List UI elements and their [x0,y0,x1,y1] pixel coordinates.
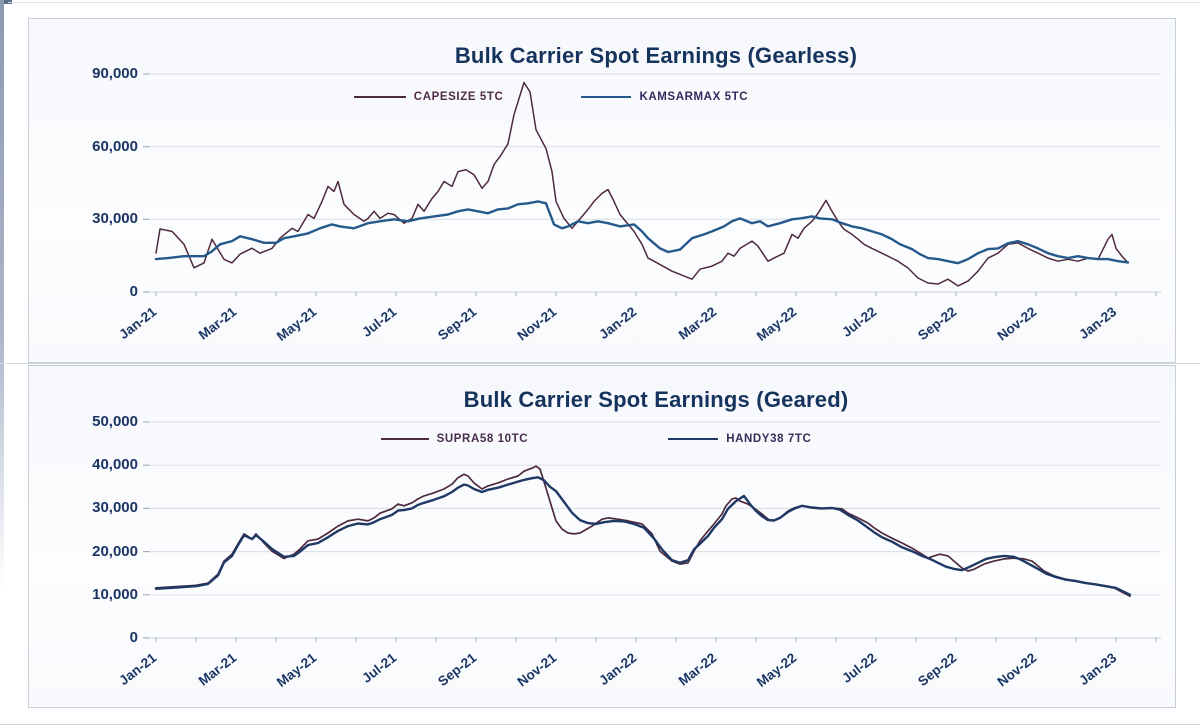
legend-item: SUPRA58 10TC [380,433,529,445]
legend-label: KAMSARMAX 5TC [639,91,749,103]
y-tick-label: 30,000 [92,499,138,517]
legend-item: HANDY38 7TC [668,433,811,445]
y-tick-label: 0 [129,283,138,300]
legend-label: HANDY38 7TC [726,433,812,445]
legend-label: SUPRA58 10TC [436,433,529,445]
photo-edge-artifact-bottom [0,724,1200,725]
y-tick-label: 60,000 [92,137,138,155]
chart-panel-geared: Bulk Carrier Spot Earnings (Geared) SUPR… [28,365,1176,708]
legend-item: KAMSARMAX 5TC [581,91,748,103]
legend-label: CAPESIZE 5TC [413,91,504,103]
photo-edge-artifact-corner [0,0,12,4]
legend-line-swatch [380,438,429,440]
chart-title-gearless: Bulk Carrier Spot Earnings (Gearless) [454,43,858,68]
chart-panel-gearless: Bulk Carrier Spot Earnings (Gearless) CA… [28,18,1176,363]
legend-geared: SUPRA58 10TC HANDY38 7TC [91,433,1101,445]
y-tick-label: 40,000 [92,456,138,474]
series-line [154,476,1132,596]
series-line [154,200,1130,265]
legend-item: CAPESIZE 5TC [353,91,504,103]
legend-line-swatch [581,96,632,98]
y-tick-label: 50,000 [92,413,138,430]
y-tick-label: 90,000 [92,65,138,82]
plot-area [143,421,1161,642]
series-line [155,465,1131,597]
photo-edge-artifact-top [8,2,1200,3]
chart-title-geared: Bulk Carrier Spot Earnings (Geared) [463,387,849,412]
y-tick-label: 0 [129,629,138,646]
plot-area [143,73,1161,296]
photo-edge-artifact-left [0,0,4,590]
series-line [155,81,1129,287]
legend-gearless: CAPESIZE 5TC KAMSARMAX 5TC [46,91,1056,103]
panel-divider [0,363,1200,364]
legend-line-swatch [353,96,406,98]
legend-line-swatch [668,438,719,440]
y-tick-label: 10,000 [92,585,138,603]
y-tick-label: 30,000 [92,210,138,228]
y-tick-label: 20,000 [92,542,138,560]
